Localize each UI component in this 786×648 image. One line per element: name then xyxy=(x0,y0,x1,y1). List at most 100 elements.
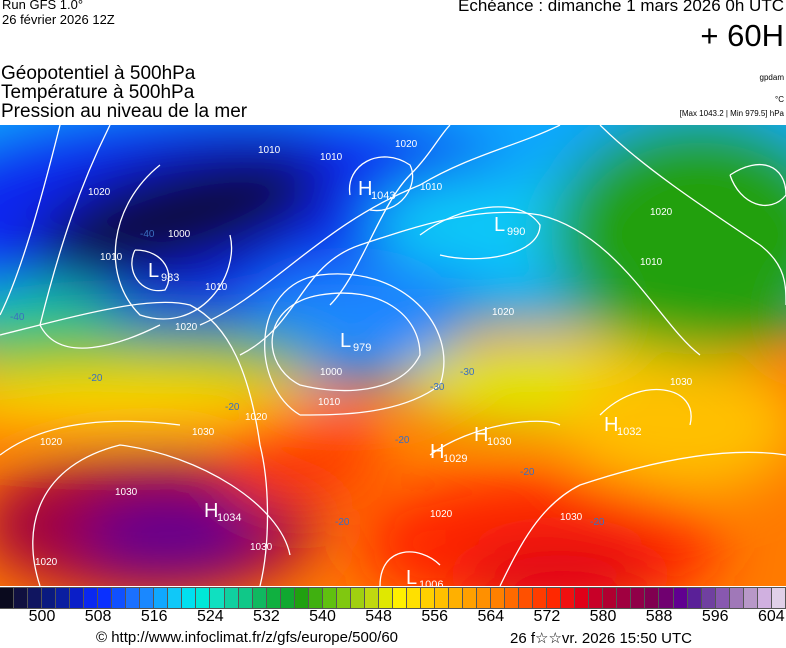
isobar-label: 1020 xyxy=(35,557,58,568)
color-swatch xyxy=(491,588,506,608)
color-swatch xyxy=(126,588,141,608)
color-swatch xyxy=(729,588,744,608)
color-swatch xyxy=(294,588,309,608)
pressure-center-value: 1043 xyxy=(371,190,395,202)
isobar-label: 1020 xyxy=(395,139,418,150)
isobar-label: 1030 xyxy=(115,487,138,498)
pressure-center-value: 1034 xyxy=(217,512,241,524)
color-swatch xyxy=(715,588,730,608)
color-swatch xyxy=(701,588,716,608)
isobar-label: 1000 xyxy=(168,229,191,240)
isobar-label: 1000 xyxy=(320,367,343,378)
isobar-label: 1020 xyxy=(430,509,453,520)
isobar-label: 1020 xyxy=(40,437,63,448)
color-swatch xyxy=(140,588,155,608)
pressure-center-value: 1029 xyxy=(443,453,467,465)
color-swatch xyxy=(743,588,758,608)
color-swatch xyxy=(617,588,632,608)
pressure-center-value: 1030 xyxy=(487,436,511,448)
title-temperature: Température à 500hPa xyxy=(1,82,195,103)
color-swatch xyxy=(0,588,15,608)
color-scale-tick-label: 532 xyxy=(253,608,280,625)
temperature-label: -30 xyxy=(460,367,475,378)
color-swatch xyxy=(659,588,674,608)
color-swatch xyxy=(378,588,393,608)
temperature-label: -20 xyxy=(225,402,240,413)
color-swatch xyxy=(154,588,169,608)
isobar-label: 1010 xyxy=(640,257,663,268)
pressure-center-type: H xyxy=(204,500,218,522)
generation-timestamp: 26 f☆☆vr. 2026 15:50 UTC xyxy=(510,630,692,647)
color-swatch xyxy=(631,588,646,608)
pressure-center-type: L xyxy=(340,330,351,352)
pressure-center-value: 1032 xyxy=(617,426,641,438)
color-scale-tick-label: 564 xyxy=(477,608,505,625)
color-swatch xyxy=(645,588,660,608)
pressure-center-type: H xyxy=(474,424,488,446)
color-swatch xyxy=(238,588,253,608)
color-swatch xyxy=(168,588,183,608)
color-scale-bar xyxy=(0,587,786,609)
geopotential-field xyxy=(0,125,786,586)
isobar-label: 1010 xyxy=(420,182,443,193)
isobar-labels: 1020 1010 1010 1000 1010 1020 1020 1010 1010 1000… xyxy=(35,139,693,568)
temperature-label: -20 xyxy=(88,373,103,384)
pressure-center-low: L 1006 xyxy=(406,567,443,586)
isobar-label: 1010 xyxy=(318,397,341,408)
color-swatch xyxy=(210,588,225,608)
temperature-label: -20 xyxy=(590,517,605,528)
run-date: 26 février 2026 12Z xyxy=(2,12,115,27)
color-swatch xyxy=(519,588,534,608)
temperature-label: -40 xyxy=(10,312,25,323)
isobar-label: 1020 xyxy=(88,187,111,198)
color-swatch xyxy=(14,588,29,608)
color-swatch xyxy=(603,588,618,608)
temperature-label: -20 xyxy=(395,435,410,446)
unit-pressure-range: [Max 1043.2 | Min 979.5] hPa xyxy=(679,109,784,118)
isobar-label: 1020 xyxy=(175,322,198,333)
color-swatch xyxy=(98,588,113,608)
isobar-label: 1010 xyxy=(100,252,123,263)
color-swatch xyxy=(589,588,604,608)
isobar-label: 1030 xyxy=(192,427,215,438)
color-scale-tick-label: 580 xyxy=(589,608,617,625)
color-scale-tick-label: 556 xyxy=(421,608,449,625)
color-scale-tick-label: 548 xyxy=(365,608,392,625)
color-swatch xyxy=(673,588,688,608)
color-swatch xyxy=(561,588,576,608)
color-swatch xyxy=(547,588,562,608)
temperature-label: -20 xyxy=(520,467,535,478)
pressure-center-value: 990 xyxy=(507,226,525,238)
color-scale-tick-label: 500 xyxy=(28,608,56,625)
color-swatch xyxy=(392,588,407,608)
copyright-link[interactable]: © http://www.infoclimat.fr/z/gfs/europe/… xyxy=(96,629,399,646)
isobar-label: 1010 xyxy=(320,152,343,163)
pressure-center-value: 983 xyxy=(161,272,179,284)
isobar-label: 1030 xyxy=(670,377,693,388)
color-swatch xyxy=(28,588,43,608)
title-pressure: Pression au niveau de la mer xyxy=(1,101,248,122)
isobar-label: 1020 xyxy=(492,307,515,318)
color-swatch xyxy=(364,588,379,608)
color-swatch xyxy=(771,588,786,608)
color-swatch xyxy=(687,588,702,608)
run-label: Run GFS 1.0° xyxy=(2,0,84,12)
pressure-center-type: H xyxy=(358,178,372,200)
weather-map: 1020 1010 1010 1000 1010 1020 1020 1010 1010 1000… xyxy=(0,125,786,586)
forecast-valid-time: Echéance : dimanche 1 mars 2026 0h UTC xyxy=(457,0,784,15)
isobar-label: 1010 xyxy=(205,282,228,293)
color-swatch xyxy=(308,588,323,608)
color-scale-tick-label: 524 xyxy=(196,608,224,625)
color-swatch xyxy=(336,588,351,608)
isobars xyxy=(0,125,786,586)
isobar-label: 1020 xyxy=(650,207,673,218)
pressure-center-value: 979 xyxy=(353,342,371,354)
color-swatch xyxy=(112,588,127,608)
pressure-center-type: H xyxy=(430,441,444,463)
pressure-center-type: H xyxy=(604,414,618,436)
color-swatch xyxy=(505,588,520,608)
unit-geopotential: gpdam xyxy=(759,73,784,82)
